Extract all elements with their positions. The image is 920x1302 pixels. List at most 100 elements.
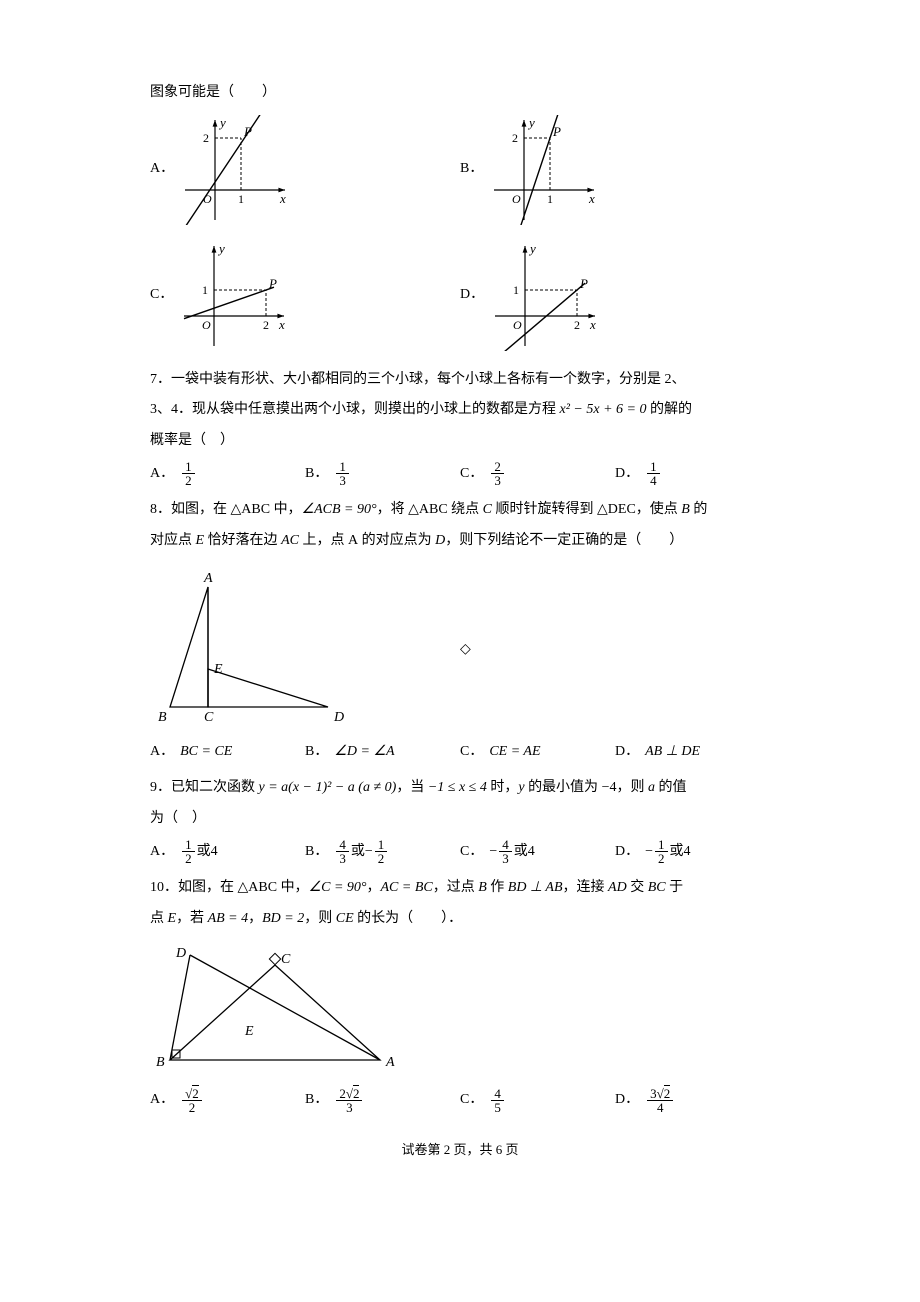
q7-B-den: 3: [336, 474, 349, 487]
q10-s1ang: ∠C = 90°: [309, 880, 367, 895]
svg-text:x: x: [279, 191, 286, 206]
q9-opt-B: B．43 或 −12: [305, 838, 460, 865]
q8-s1B: B: [681, 502, 690, 517]
q8-s1a: 8．如图，在: [150, 502, 231, 517]
q6-row1: A． P12Oxy B． P12Oxy: [150, 115, 770, 225]
q10-opts: A．√22 B．2√23 C．45 D．3√24: [150, 1087, 770, 1114]
q9-C-s: −: [489, 839, 497, 866]
svg-text:y: y: [218, 115, 226, 130]
q8-figure: ABCDE: [150, 567, 350, 727]
q6-graph-B: P12Oxy: [489, 115, 599, 225]
q8-s2c: 上，点: [299, 533, 348, 548]
q9-B-n: 4: [336, 838, 349, 852]
q10-C-den: 5: [491, 1101, 504, 1114]
q9-s1eq: y = a(x − 1)² − a (a ≠ 0): [259, 780, 397, 795]
q9-C-lbl: C．: [460, 839, 483, 866]
svg-text:E: E: [213, 662, 223, 677]
q10-s2e: 的长为（ ）．: [354, 911, 463, 926]
q8-B-lbl: B．: [305, 739, 328, 766]
q10-D-rad: 2: [664, 1085, 671, 1101]
q8-s1c: ，将: [377, 502, 409, 517]
q10-B-num: 2√2: [336, 1087, 362, 1101]
q7-A-num: 1: [182, 460, 195, 474]
q6-graph-D: P21Oxy: [490, 241, 600, 351]
q8-A-val: BC = CE: [180, 739, 232, 766]
q10-s1c: ，: [367, 880, 381, 895]
q10-A-num: √2: [182, 1087, 202, 1101]
q8-s1tri2: △ABC: [408, 502, 448, 517]
q8-C-lbl: C．: [460, 739, 483, 766]
q10-s2eq1: AB = 4: [208, 911, 249, 926]
q9-B-s: −: [365, 839, 373, 866]
q10-s2b: ，若: [176, 911, 208, 926]
q10-s2c: ，: [248, 911, 262, 926]
q9-s1rng: −1 ≤ x ≤ 4: [428, 780, 487, 795]
svg-text:B: B: [158, 710, 167, 725]
q10-s1e: 作: [487, 880, 508, 895]
q7-opt-B: B． 13: [305, 460, 460, 487]
q9-D-or: 或: [670, 839, 684, 866]
q9-D-d: 2: [655, 852, 668, 865]
q10-s2E: E: [168, 911, 177, 926]
q7-C-den: 3: [491, 474, 504, 487]
svg-text:D: D: [333, 710, 344, 725]
svg-text:y: y: [528, 241, 536, 256]
q8-s1tri3: △DEC: [597, 502, 636, 517]
q10-s2eq2: BD = 2: [262, 911, 304, 926]
q7-C-num: 2: [491, 460, 504, 474]
q10-s2a: 点: [150, 911, 168, 926]
q7-B-label: B．: [305, 461, 328, 488]
q8-opt-D: D．AB ⊥ DE: [615, 739, 770, 766]
q8-s2D: D: [435, 533, 445, 548]
svg-text:O: O: [202, 318, 211, 332]
svg-text:C: C: [204, 710, 214, 725]
q7-B-num: 1: [336, 460, 349, 474]
q8-stem1: 8．如图，在 △ABC 中，∠ACB = 90°，将 △ABC 绕点 C 顺时针…: [150, 497, 770, 524]
q9-B-or: 或: [351, 839, 365, 866]
q7-D-num: 1: [647, 460, 660, 474]
q9-A-d: 2: [182, 852, 195, 865]
svg-text:A: A: [385, 1055, 395, 1070]
svg-text:2: 2: [574, 318, 580, 332]
q9-s1d: 的最小值为: [525, 780, 602, 795]
svg-text:2: 2: [512, 131, 518, 145]
q8-C-val: CE = AE: [489, 739, 540, 766]
q9-opt-D: D．−12 或 4: [615, 838, 770, 865]
q9-B-n2: 1: [375, 838, 388, 852]
q9-stem1: 9．已知二次函数 y = a(x − 1)² − a (a ≠ 0)，当 −1 …: [150, 775, 770, 802]
q9-C-t2: 4: [528, 839, 535, 866]
q10-stem1: 10．如图，在 △ABC 中，∠C = 90°，AC = BC，过点 B 作 B…: [150, 875, 770, 902]
q10-A-den: 2: [186, 1101, 199, 1114]
q8-s2e: ，则下列结论不一定正确的是（ ）: [445, 533, 683, 548]
q9-opts: A．12 或 4 B．43 或 −12 C．−43 或 4 D．−12 或 4: [150, 838, 770, 865]
q7-stem2b: 的解的: [646, 402, 692, 417]
svg-text:1: 1: [547, 192, 553, 206]
q7-stem3: 概率是（ ）: [150, 428, 770, 455]
q7-opts: A．12 B．13 C．23 D．14: [150, 460, 770, 487]
q9-B-lbl: B．: [305, 839, 328, 866]
svg-text:P: P: [552, 124, 561, 139]
q8-s1tri1: △ABC: [231, 502, 271, 517]
q10-B-rad: 2: [353, 1085, 360, 1101]
q10-s1tri: △ABC: [238, 880, 278, 895]
q8-A-lbl: A．: [150, 739, 174, 766]
q10-s1b: 中，: [277, 880, 309, 895]
q10-s1g: 交: [627, 880, 648, 895]
q8-s2b: 恰好落在边: [204, 533, 281, 548]
q8-opt-B: B．∠D = ∠A: [305, 739, 460, 766]
svg-text:2: 2: [263, 318, 269, 332]
page-footer: 试卷第 2 页，共 6 页: [150, 1138, 770, 1163]
q10-C-lbl: C．: [460, 1087, 483, 1114]
q7-D-label: D．: [615, 461, 639, 488]
svg-text:B: B: [156, 1055, 165, 1070]
q10-s1f: ，连接: [563, 880, 609, 895]
q9-B-d2: 2: [375, 852, 388, 865]
q10-s1B: B: [478, 880, 487, 895]
q10-s1BC: BC: [648, 880, 666, 895]
q10-D-lbl: D．: [615, 1087, 639, 1114]
q9-C-n: 4: [499, 838, 512, 852]
q6-label-C: C．: [150, 282, 173, 309]
svg-text:O: O: [203, 192, 212, 206]
q9-opt-A: A．12 或 4: [150, 838, 305, 865]
q7-stem1: 7．一袋中装有形状、大小都相同的三个小球，每个小球上各标有一个数字，分别是 2、: [150, 367, 770, 394]
